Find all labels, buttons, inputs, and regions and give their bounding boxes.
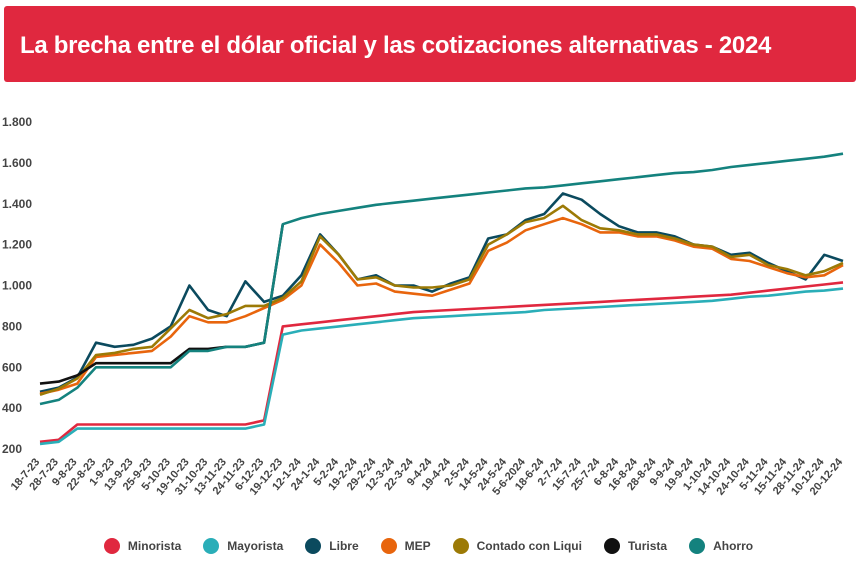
legend: Minorista Mayorista Libre MEP Contado con Li… bbox=[0, 536, 857, 556]
legend-marker bbox=[603, 538, 620, 554]
y-axis: 200 400 600 800 1.000 1.200 1.400 1.600 1.800 bbox=[2, 115, 32, 456]
series-line-turista bbox=[39, 223, 285, 385]
legend-label: MEP bbox=[404, 539, 431, 553]
legend-marker bbox=[452, 538, 469, 554]
legend-marker bbox=[380, 538, 397, 554]
legend-marker bbox=[305, 538, 322, 554]
series-line-minorista bbox=[39, 281, 844, 444]
y-tick-label: 600 bbox=[2, 360, 22, 374]
line-chart: 200 400 600 800 1.000 1.200 1.400 1.600 1.800 18… bbox=[2, 115, 846, 498]
legend-label: Libre bbox=[329, 539, 359, 553]
legend-marker bbox=[203, 538, 220, 554]
chart-title: La brecha entre el dólar oficial y las c… bbox=[20, 32, 772, 59]
legend-item[interactable]: Turista bbox=[603, 538, 668, 554]
legend-item[interactable]: Contado con Liqui bbox=[452, 538, 582, 554]
legend-marker bbox=[103, 538, 120, 554]
legend-item[interactable]: Mayorista bbox=[203, 538, 283, 554]
series-line-ahorro bbox=[39, 152, 844, 406]
y-tick-label: 400 bbox=[2, 401, 22, 415]
legend-label: Contado con Liqui bbox=[476, 539, 582, 553]
legend-label: Ahorro bbox=[713, 539, 754, 553]
legend-label: Minorista bbox=[127, 539, 182, 553]
series-line-mayorista bbox=[39, 287, 844, 446]
y-tick-label: 800 bbox=[2, 319, 22, 333]
title-banner: La brecha entre el dólar oficial y las c… bbox=[4, 6, 856, 82]
legend-item[interactable]: Minorista bbox=[103, 538, 182, 554]
series-lines bbox=[39, 152, 844, 446]
y-tick-label: 1.000 bbox=[2, 279, 32, 293]
legend-item[interactable]: Ahorro bbox=[689, 538, 753, 554]
y-tick-label: 200 bbox=[2, 442, 22, 456]
series-line-contado-con-liqui bbox=[39, 204, 844, 397]
y-tick-label: 1.600 bbox=[2, 156, 32, 170]
legend-label: Mayorista bbox=[227, 539, 284, 553]
legend-label: Turista bbox=[627, 539, 668, 553]
y-tick-label: 1.800 bbox=[2, 115, 32, 129]
legend-item[interactable]: MEP bbox=[380, 538, 431, 554]
legend-marker bbox=[689, 538, 706, 554]
legend-item[interactable]: Libre bbox=[305, 538, 359, 554]
series-line-mep bbox=[39, 216, 844, 396]
y-tick-label: 1.200 bbox=[2, 238, 32, 252]
y-tick-label: 1.400 bbox=[2, 197, 32, 211]
x-axis: 18-7-2328-7-239-8-2322-8-231-9-2313-9-23… bbox=[9, 456, 846, 498]
